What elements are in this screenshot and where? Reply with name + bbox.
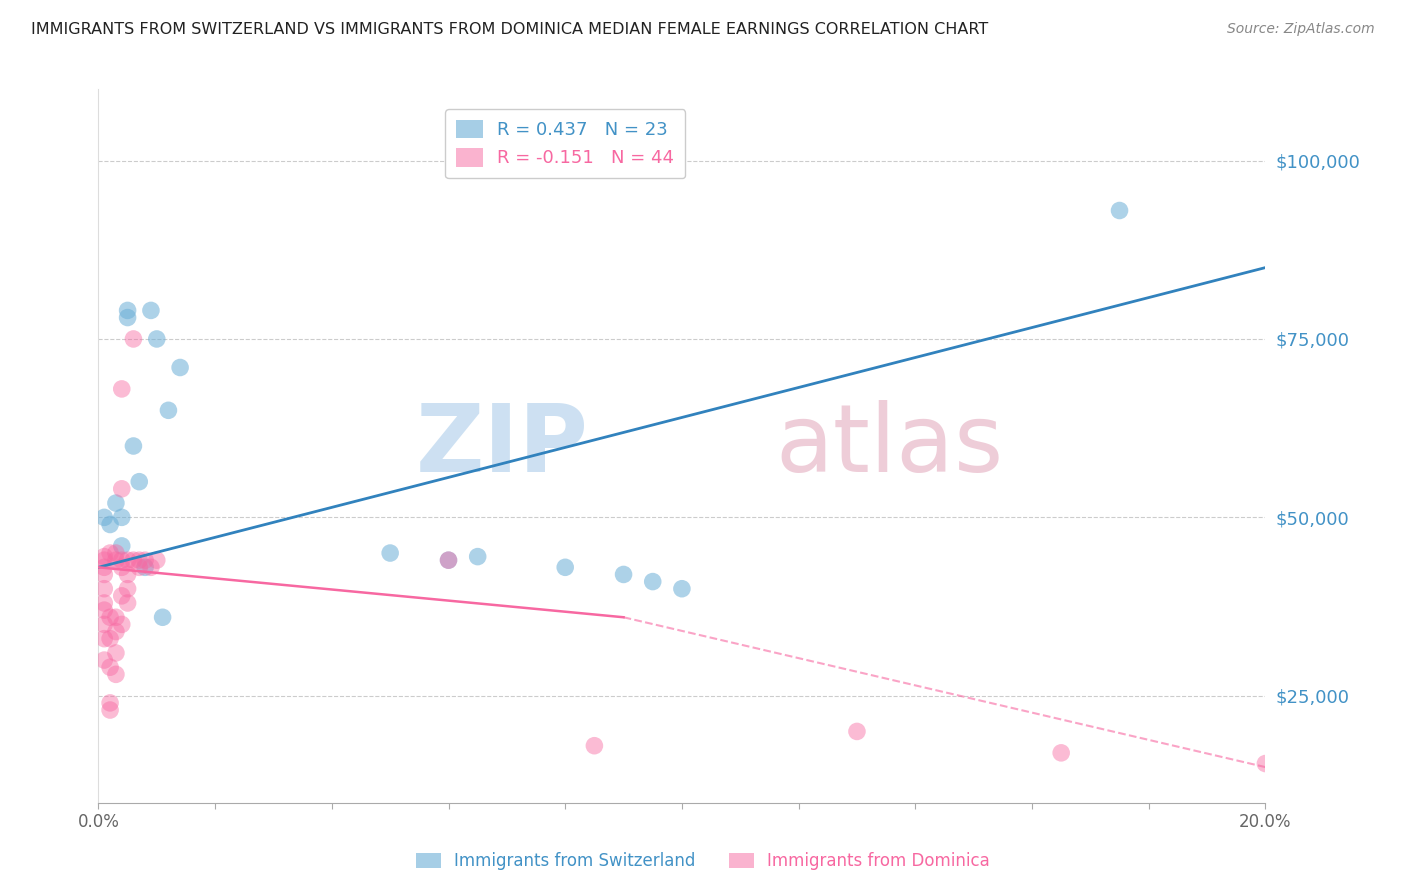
Point <box>104 624 127 639</box>
Point <box>128 560 150 574</box>
Point <box>117 567 139 582</box>
Text: atlas: atlas <box>775 400 1004 492</box>
Point <box>117 596 139 610</box>
Point <box>111 589 134 603</box>
Point <box>93 632 115 646</box>
Point <box>104 646 127 660</box>
Point <box>93 653 115 667</box>
Point <box>104 667 127 681</box>
Point <box>98 610 121 624</box>
Point <box>104 610 127 624</box>
Legend: Immigrants from Switzerland, Immigrants from Dominica: Immigrants from Switzerland, Immigrants … <box>409 846 997 877</box>
Point <box>98 703 121 717</box>
Point <box>134 560 156 574</box>
Text: ZIP: ZIP <box>416 400 589 492</box>
Y-axis label: Median Female Earnings: Median Female Earnings <box>0 344 8 548</box>
Point <box>117 310 139 325</box>
Point <box>98 696 121 710</box>
Point <box>846 724 869 739</box>
Point <box>111 560 134 574</box>
Point <box>554 560 576 574</box>
Point <box>98 660 121 674</box>
Point <box>134 553 156 567</box>
Point <box>111 382 134 396</box>
Point <box>93 549 115 564</box>
Text: Source: ZipAtlas.com: Source: ZipAtlas.com <box>1227 22 1375 37</box>
Point <box>93 617 115 632</box>
Point <box>152 610 174 624</box>
Point <box>122 332 145 346</box>
Text: IMMIGRANTS FROM SWITZERLAND VS IMMIGRANTS FROM DOMINICA MEDIAN FEMALE EARNINGS C: IMMIGRANTS FROM SWITZERLAND VS IMMIGRANT… <box>31 22 988 37</box>
Point <box>93 582 115 596</box>
Point <box>93 510 115 524</box>
Point <box>169 360 191 375</box>
Point <box>98 517 121 532</box>
Point <box>104 553 127 567</box>
Point <box>93 603 115 617</box>
Point <box>641 574 664 589</box>
Point <box>111 510 134 524</box>
Point <box>437 553 460 567</box>
Point <box>612 567 634 582</box>
Point <box>111 553 134 567</box>
Point <box>104 546 127 560</box>
Point <box>128 553 150 567</box>
Point <box>117 582 139 596</box>
Point <box>437 553 460 567</box>
Point <box>157 403 180 417</box>
Point <box>128 475 150 489</box>
Point <box>122 439 145 453</box>
Point <box>104 496 127 510</box>
Point <box>122 553 145 567</box>
Legend: R = 0.437   N = 23, R = -0.151   N = 44: R = 0.437 N = 23, R = -0.151 N = 44 <box>446 109 685 178</box>
Point <box>93 553 115 567</box>
Point <box>380 546 402 560</box>
Point <box>467 549 489 564</box>
Point <box>111 617 134 632</box>
Point <box>1254 756 1277 771</box>
Point <box>93 596 115 610</box>
Point <box>111 482 134 496</box>
Point <box>111 539 134 553</box>
Point <box>146 332 169 346</box>
Point <box>98 632 121 646</box>
Point <box>93 567 115 582</box>
Point <box>1108 203 1130 218</box>
Point <box>117 553 139 567</box>
Point <box>139 303 162 318</box>
Point <box>671 582 693 596</box>
Point <box>583 739 606 753</box>
Point <box>93 560 115 574</box>
Point <box>98 546 121 560</box>
Point <box>1050 746 1073 760</box>
Point <box>117 303 139 318</box>
Point <box>146 553 169 567</box>
Point <box>139 560 162 574</box>
